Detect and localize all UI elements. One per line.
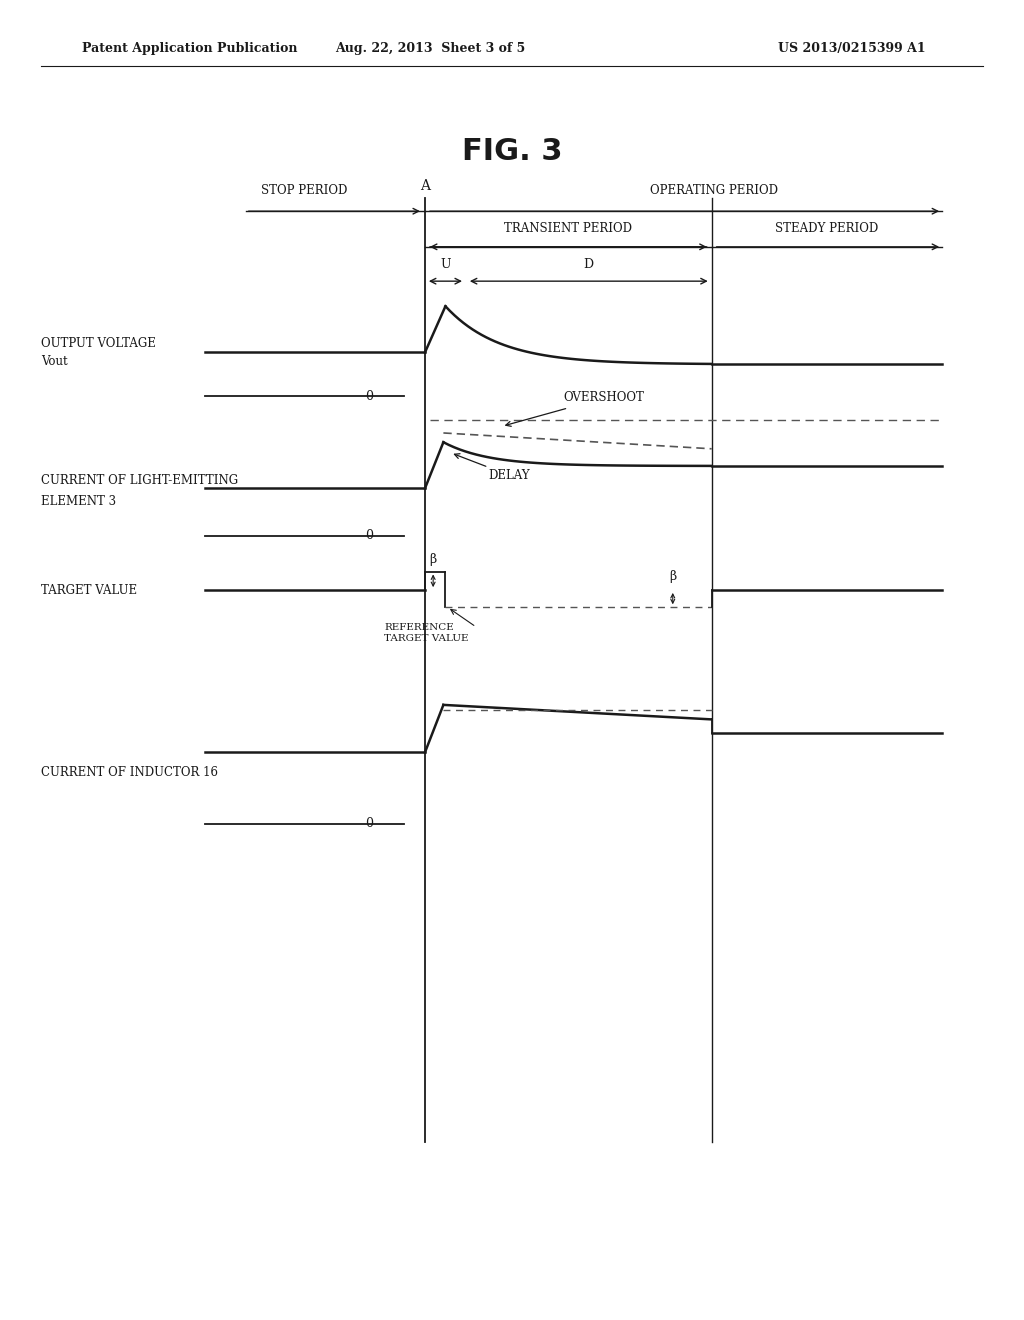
Text: 0: 0 xyxy=(365,389,373,403)
Text: Vout: Vout xyxy=(41,355,68,368)
Text: CURRENT OF LIGHT-EMITTING: CURRENT OF LIGHT-EMITTING xyxy=(41,474,239,487)
Text: STOP PERIOD: STOP PERIOD xyxy=(261,183,348,197)
Text: β: β xyxy=(429,553,437,566)
Text: D: D xyxy=(584,257,594,271)
Text: U: U xyxy=(440,257,451,271)
Text: OPERATING PERIOD: OPERATING PERIOD xyxy=(650,183,778,197)
Text: Aug. 22, 2013  Sheet 3 of 5: Aug. 22, 2013 Sheet 3 of 5 xyxy=(335,42,525,55)
Text: TARGET VALUE: TARGET VALUE xyxy=(41,583,137,597)
Text: CURRENT OF INDUCTOR 16: CURRENT OF INDUCTOR 16 xyxy=(41,766,218,779)
Text: REFERENCE
TARGET VALUE: REFERENCE TARGET VALUE xyxy=(384,623,469,643)
Text: TRANSIENT PERIOD: TRANSIENT PERIOD xyxy=(504,222,632,235)
Text: ELEMENT 3: ELEMENT 3 xyxy=(41,495,116,508)
Text: Patent Application Publication: Patent Application Publication xyxy=(82,42,297,55)
Text: 0: 0 xyxy=(365,529,373,543)
Text: DELAY: DELAY xyxy=(488,469,530,482)
Text: US 2013/0215399 A1: US 2013/0215399 A1 xyxy=(778,42,926,55)
Text: OVERSHOOT: OVERSHOOT xyxy=(563,391,644,404)
Text: 0: 0 xyxy=(365,817,373,830)
Text: FIG. 3: FIG. 3 xyxy=(462,137,562,166)
Text: OUTPUT VOLTAGE: OUTPUT VOLTAGE xyxy=(41,337,156,350)
Text: STEADY PERIOD: STEADY PERIOD xyxy=(775,222,879,235)
Text: A: A xyxy=(420,178,430,193)
Text: β: β xyxy=(669,570,677,583)
